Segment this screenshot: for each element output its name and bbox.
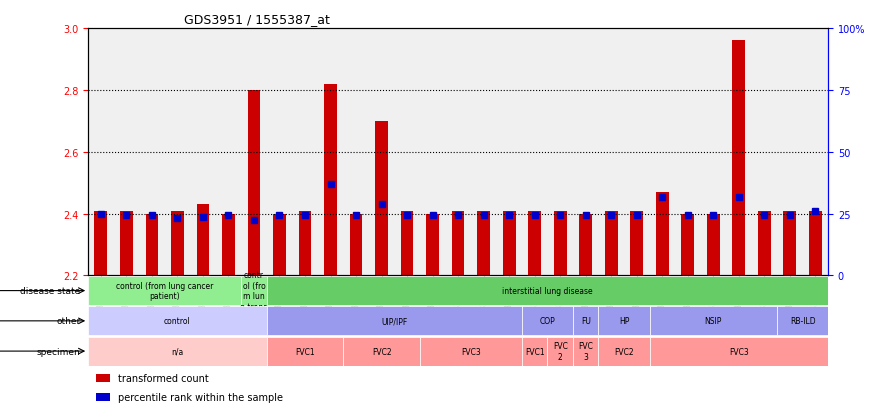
Bar [248, 90, 261, 276]
FancyBboxPatch shape [777, 306, 828, 335]
Bar [145, 214, 159, 276]
Text: control (from lung cancer
patient): control (from lung cancer patient) [116, 281, 213, 301]
Text: other: other [56, 317, 81, 325]
Bar [681, 214, 694, 276]
Text: COP: COP [539, 317, 555, 325]
Bar [631, 211, 643, 276]
FancyBboxPatch shape [573, 306, 598, 335]
Text: disease state: disease state [20, 286, 81, 295]
Bar [196, 205, 210, 276]
Bar [783, 211, 796, 276]
FancyBboxPatch shape [547, 337, 573, 366]
Bar [605, 211, 618, 276]
Bar [503, 211, 515, 276]
Bar [426, 214, 439, 276]
Text: HP: HP [618, 317, 629, 325]
Bar [401, 211, 413, 276]
Bar [95, 374, 110, 382]
Text: NSIP: NSIP [705, 317, 722, 325]
Bar [809, 211, 822, 276]
Bar [324, 85, 337, 276]
FancyBboxPatch shape [649, 306, 777, 335]
FancyBboxPatch shape [267, 276, 828, 305]
Text: FVC1: FVC1 [295, 347, 315, 356]
FancyBboxPatch shape [267, 337, 344, 366]
Text: specimen: specimen [37, 347, 81, 356]
Bar [529, 211, 541, 276]
FancyBboxPatch shape [88, 306, 267, 335]
Text: FVC2: FVC2 [372, 347, 391, 356]
Bar [94, 211, 107, 276]
Bar [580, 214, 592, 276]
FancyBboxPatch shape [522, 306, 573, 335]
Text: UIP/IPF: UIP/IPF [381, 317, 407, 325]
Text: transformed count: transformed count [118, 373, 209, 383]
Text: FVC3: FVC3 [729, 347, 749, 356]
FancyBboxPatch shape [573, 337, 598, 366]
Bar [707, 214, 720, 276]
Text: contr
ol (fro
m lun
g trans: contr ol (fro m lun g trans [241, 271, 268, 311]
Bar [478, 211, 490, 276]
FancyBboxPatch shape [420, 337, 522, 366]
Text: interstitial lung disease: interstitial lung disease [502, 286, 593, 295]
Text: percentile rank within the sample: percentile rank within the sample [118, 392, 283, 402]
Text: FVC1: FVC1 [525, 347, 544, 356]
Bar [758, 211, 771, 276]
Text: FVC
3: FVC 3 [578, 342, 593, 361]
Text: FVC
2: FVC 2 [552, 342, 567, 361]
Bar [299, 211, 311, 276]
Bar [375, 121, 388, 276]
Text: n/a: n/a [171, 347, 183, 356]
Bar [120, 211, 133, 276]
FancyBboxPatch shape [88, 276, 241, 305]
FancyBboxPatch shape [88, 337, 267, 366]
Text: FVC3: FVC3 [461, 347, 481, 356]
Text: GDS3951 / 1555387_at: GDS3951 / 1555387_at [184, 13, 330, 26]
Bar [171, 211, 184, 276]
Text: control: control [164, 317, 191, 325]
FancyBboxPatch shape [598, 306, 649, 335]
Text: FVC2: FVC2 [614, 347, 633, 356]
Bar [350, 214, 362, 276]
FancyBboxPatch shape [522, 337, 547, 366]
Bar [655, 192, 669, 276]
Text: FU: FU [581, 317, 590, 325]
Bar [222, 214, 235, 276]
Bar [95, 393, 110, 401]
FancyBboxPatch shape [649, 337, 828, 366]
FancyBboxPatch shape [267, 306, 522, 335]
FancyBboxPatch shape [344, 337, 420, 366]
Bar [452, 211, 464, 276]
Bar [554, 211, 566, 276]
FancyBboxPatch shape [598, 337, 649, 366]
FancyBboxPatch shape [241, 276, 267, 305]
Bar [273, 214, 285, 276]
Bar [732, 41, 745, 276]
Text: RB-ILD: RB-ILD [789, 317, 816, 325]
